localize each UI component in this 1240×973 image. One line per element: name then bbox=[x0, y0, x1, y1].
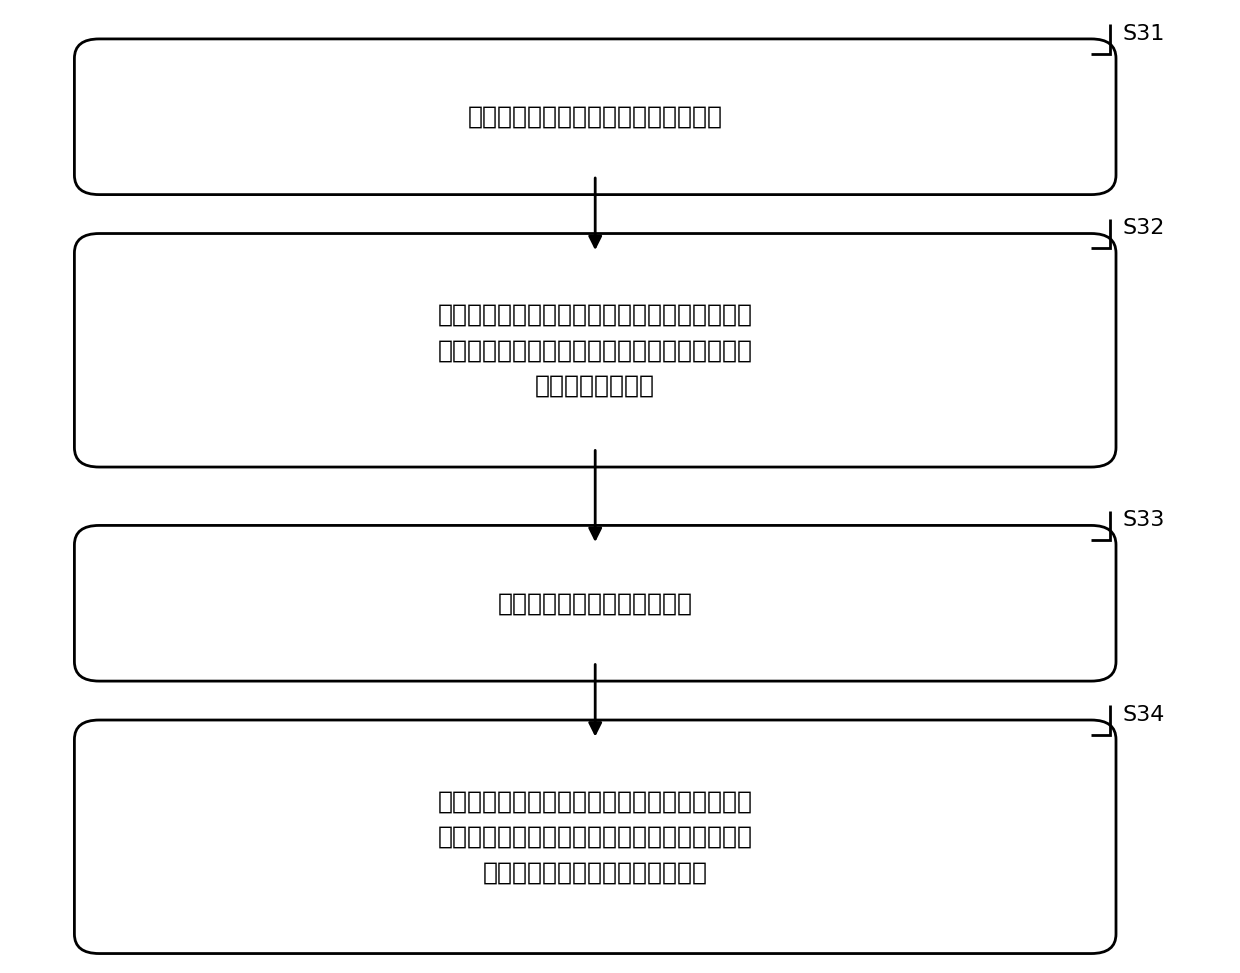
Text: 获取与所述危险等级对应的语音播报类别，根据
所述语音播报类别对应的预设语音消息同步播报
所述应对策略数据对应的操作建议: 获取与所述危险等级对应的语音播报类别，根据 所述语音播报类别对应的预设语音消息同… bbox=[438, 789, 753, 884]
Text: 确定所述车辆故障详情的显示分类类别: 确定所述车辆故障详情的显示分类类别 bbox=[467, 105, 723, 128]
Text: S31: S31 bbox=[1122, 23, 1164, 44]
FancyBboxPatch shape bbox=[74, 525, 1116, 681]
FancyBboxPatch shape bbox=[74, 39, 1116, 195]
Text: S33: S33 bbox=[1122, 510, 1164, 530]
Text: 获取与所述显示分类类别对应的消息窗口类别，
根据所述消息窗口类别对应的预设消息窗口推送
所述车辆故障详情: 获取与所述显示分类类别对应的消息窗口类别， 根据所述消息窗口类别对应的预设消息窗… bbox=[438, 303, 753, 398]
FancyBboxPatch shape bbox=[74, 720, 1116, 954]
Text: S32: S32 bbox=[1122, 218, 1164, 238]
Text: S34: S34 bbox=[1122, 704, 1164, 725]
Text: 确定所述车辆故障的危险等级: 确定所述车辆故障的危险等级 bbox=[497, 592, 693, 615]
FancyBboxPatch shape bbox=[74, 234, 1116, 467]
